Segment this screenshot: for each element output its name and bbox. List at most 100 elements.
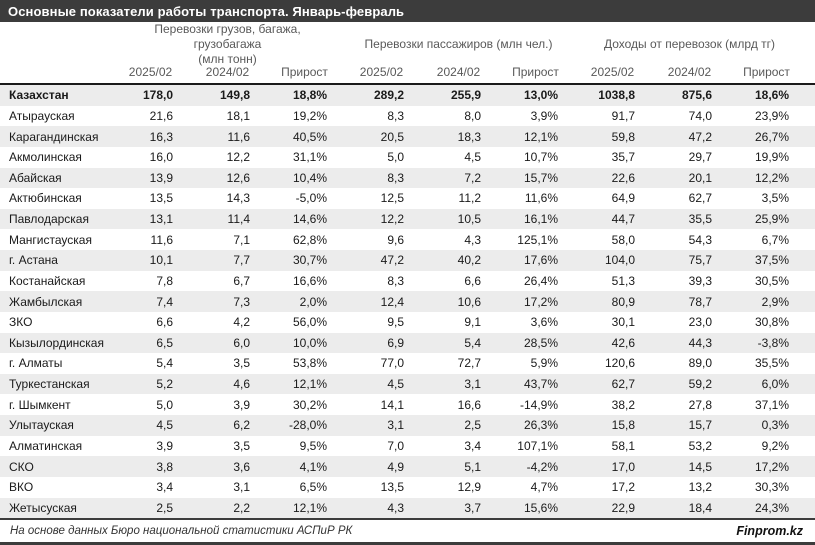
cell-freight-2025: 5,2 — [156, 377, 173, 392]
cell-revenue-2024: 47,2 — [688, 129, 712, 144]
cell-revenue-2024: 74,0 — [688, 108, 712, 123]
table-row: Атырауская 21,6 18,1 19,2% 8,3 8,0 3,9% … — [0, 106, 815, 127]
cell-revenue-2025: 22,6 — [611, 170, 635, 185]
cell-freight-growth: 16,6% — [292, 273, 327, 288]
cell-freight-growth: -28,0% — [288, 418, 327, 433]
cell-passengers-2025: 289,2 — [373, 88, 404, 103]
cell-freight-2024: 4,6 — [233, 377, 250, 392]
cell-passengers-2024: 72,7 — [457, 356, 481, 371]
cell-revenue-growth: 12,2% — [754, 170, 789, 185]
sub-header-row: 2025/02 2024/02 Прирост 2025/02 2024/02 … — [0, 61, 815, 83]
table-row: г. Астана 10,1 7,7 30,7% 47,2 40,2 17,6%… — [0, 250, 815, 271]
cell-freight-2024: 7,7 — [233, 253, 250, 268]
table-row: Улытауская 4,5 6,2 -28,0% 3,1 2,5 26,3% … — [0, 415, 815, 436]
cell-revenue-growth: 18,6% — [754, 88, 789, 103]
column-group-revenue: Доходы от перевозок (млрд тг) — [603, 37, 776, 51]
cell-passengers-growth: 125,1% — [517, 232, 558, 247]
region-name: Абайская — [9, 170, 62, 185]
cell-freight-growth: 56,0% — [292, 315, 327, 330]
cell-revenue-2024: 20,1 — [688, 170, 712, 185]
cell-revenue-2025: 91,7 — [611, 108, 635, 123]
cell-revenue-growth: 6,0% — [761, 377, 789, 392]
cell-passengers-2025: 4,9 — [387, 459, 404, 474]
cell-revenue-2025: 1038,8 — [598, 88, 635, 103]
cell-freight-growth: 12,1% — [292, 500, 327, 515]
cell-revenue-2025: 62,7 — [611, 377, 635, 392]
table-row: Казахстан 178,0 149,8 18,8% 289,2 255,9 … — [0, 85, 815, 106]
subheader-passengers-2024: 2024/02 — [436, 65, 481, 79]
cell-freight-2025: 178,0 — [142, 88, 173, 103]
cell-freight-growth: 4,1% — [299, 459, 327, 474]
cell-passengers-growth: 43,7% — [523, 377, 558, 392]
cell-revenue-growth: 26,7% — [754, 129, 789, 144]
cell-revenue-2024: 13,2 — [688, 480, 712, 495]
cell-revenue-2024: 62,7 — [688, 191, 712, 206]
cell-passengers-2024: 9,1 — [464, 315, 481, 330]
cell-freight-2025: 6,5 — [156, 335, 173, 350]
cell-freight-2024: 6,2 — [233, 418, 250, 433]
region-name: Жамбылская — [9, 294, 83, 309]
table-row: Акмолинская 16,0 12,2 31,1% 5,0 4,5 10,7… — [0, 147, 815, 168]
cell-revenue-growth: 23,9% — [754, 108, 789, 123]
cell-revenue-growth: 3,5% — [761, 191, 789, 206]
cell-revenue-2025: 120,6 — [604, 356, 635, 371]
cell-passengers-2024: 16,6 — [457, 397, 481, 412]
cell-revenue-growth: -3,8% — [757, 335, 789, 350]
table-body: Казахстан 178,0 149,8 18,8% 289,2 255,9 … — [0, 85, 815, 519]
cell-passengers-2024: 255,9 — [450, 88, 481, 103]
cell-passengers-growth: 5,9% — [530, 356, 558, 371]
cell-passengers-2025: 7,0 — [387, 438, 404, 453]
cell-revenue-2024: 15,7 — [688, 418, 712, 433]
cell-revenue-growth: 35,5% — [754, 356, 789, 371]
table-row: Костанайская 7,8 6,7 16,6% 8,3 6,6 26,4%… — [0, 271, 815, 292]
column-group-freight: Перевозки грузов, багажа, грузобагажа (м… — [154, 22, 301, 66]
cell-passengers-growth: 3,9% — [530, 108, 558, 123]
cell-passengers-2024: 12,9 — [457, 480, 481, 495]
title-bar: Основные показатели работы транспорта. Я… — [0, 0, 815, 22]
table-row: Абайская 13,9 12,6 10,4% 8,3 7,2 15,7% 2… — [0, 167, 815, 189]
cell-freight-2025: 10,1 — [149, 253, 173, 268]
cell-passengers-2024: 18,3 — [457, 129, 481, 144]
cell-freight-2025: 4,5 — [156, 418, 173, 433]
region-name: Жетысуская — [9, 500, 77, 515]
cell-passengers-2024: 2,5 — [464, 418, 481, 433]
cell-passengers-2024: 4,5 — [464, 150, 481, 165]
cell-revenue-2025: 22,9 — [611, 500, 635, 515]
cell-passengers-2024: 6,6 — [464, 273, 481, 288]
cell-revenue-growth: 17,2% — [754, 459, 789, 474]
cell-passengers-growth: 11,6% — [524, 191, 558, 206]
table-row: Актюбинская 13,5 14,3 -5,0% 12,5 11,2 11… — [0, 188, 815, 209]
cell-passengers-2025: 14,1 — [380, 397, 404, 412]
cell-revenue-growth: 30,3% — [754, 480, 789, 495]
cell-revenue-2025: 64,9 — [611, 191, 635, 206]
cell-freight-2024: 3,5 — [233, 356, 250, 371]
cell-passengers-2025: 47,2 — [380, 253, 404, 268]
cell-passengers-growth: 15,7% — [523, 170, 558, 185]
cell-freight-growth: 6,5% — [299, 480, 327, 495]
cell-passengers-2025: 12,4 — [380, 294, 404, 309]
cell-freight-2025: 16,3 — [149, 129, 173, 144]
cell-freight-growth: 30,2% — [292, 397, 327, 412]
table-footer: На основе данных Бюро национальной стати… — [0, 518, 815, 545]
cell-revenue-2024: 53,2 — [688, 438, 712, 453]
cell-freight-growth: 2,0% — [299, 294, 327, 309]
cell-freight-2025: 3,9 — [156, 438, 173, 453]
table-row: ЗКО 6,6 4,2 56,0% 9,5 9,1 3,6% 30,1 23,0… — [0, 312, 815, 333]
cell-revenue-2025: 104,0 — [604, 253, 635, 268]
region-name: Мангистауская — [9, 232, 92, 247]
subheader-revenue-2025: 2025/02 — [590, 65, 635, 79]
cell-revenue-2025: 42,6 — [611, 335, 635, 350]
cell-passengers-growth: -14,9% — [519, 397, 558, 412]
cell-passengers-growth: 4,7% — [530, 480, 558, 495]
cell-passengers-2025: 4,5 — [387, 377, 404, 392]
region-name: Алматинская — [9, 438, 83, 453]
cell-revenue-2025: 80,9 — [611, 294, 635, 309]
table-header: Перевозки грузов, багажа, грузобагажа (м… — [0, 22, 815, 85]
cell-freight-growth: 31,1% — [292, 150, 327, 165]
region-name: Павлодарская — [9, 212, 89, 227]
cell-passengers-2025: 9,5 — [387, 315, 404, 330]
cell-revenue-2024: 89,0 — [688, 356, 712, 371]
cell-passengers-2025: 9,6 — [387, 232, 404, 247]
cell-revenue-2024: 14,5 — [688, 459, 712, 474]
